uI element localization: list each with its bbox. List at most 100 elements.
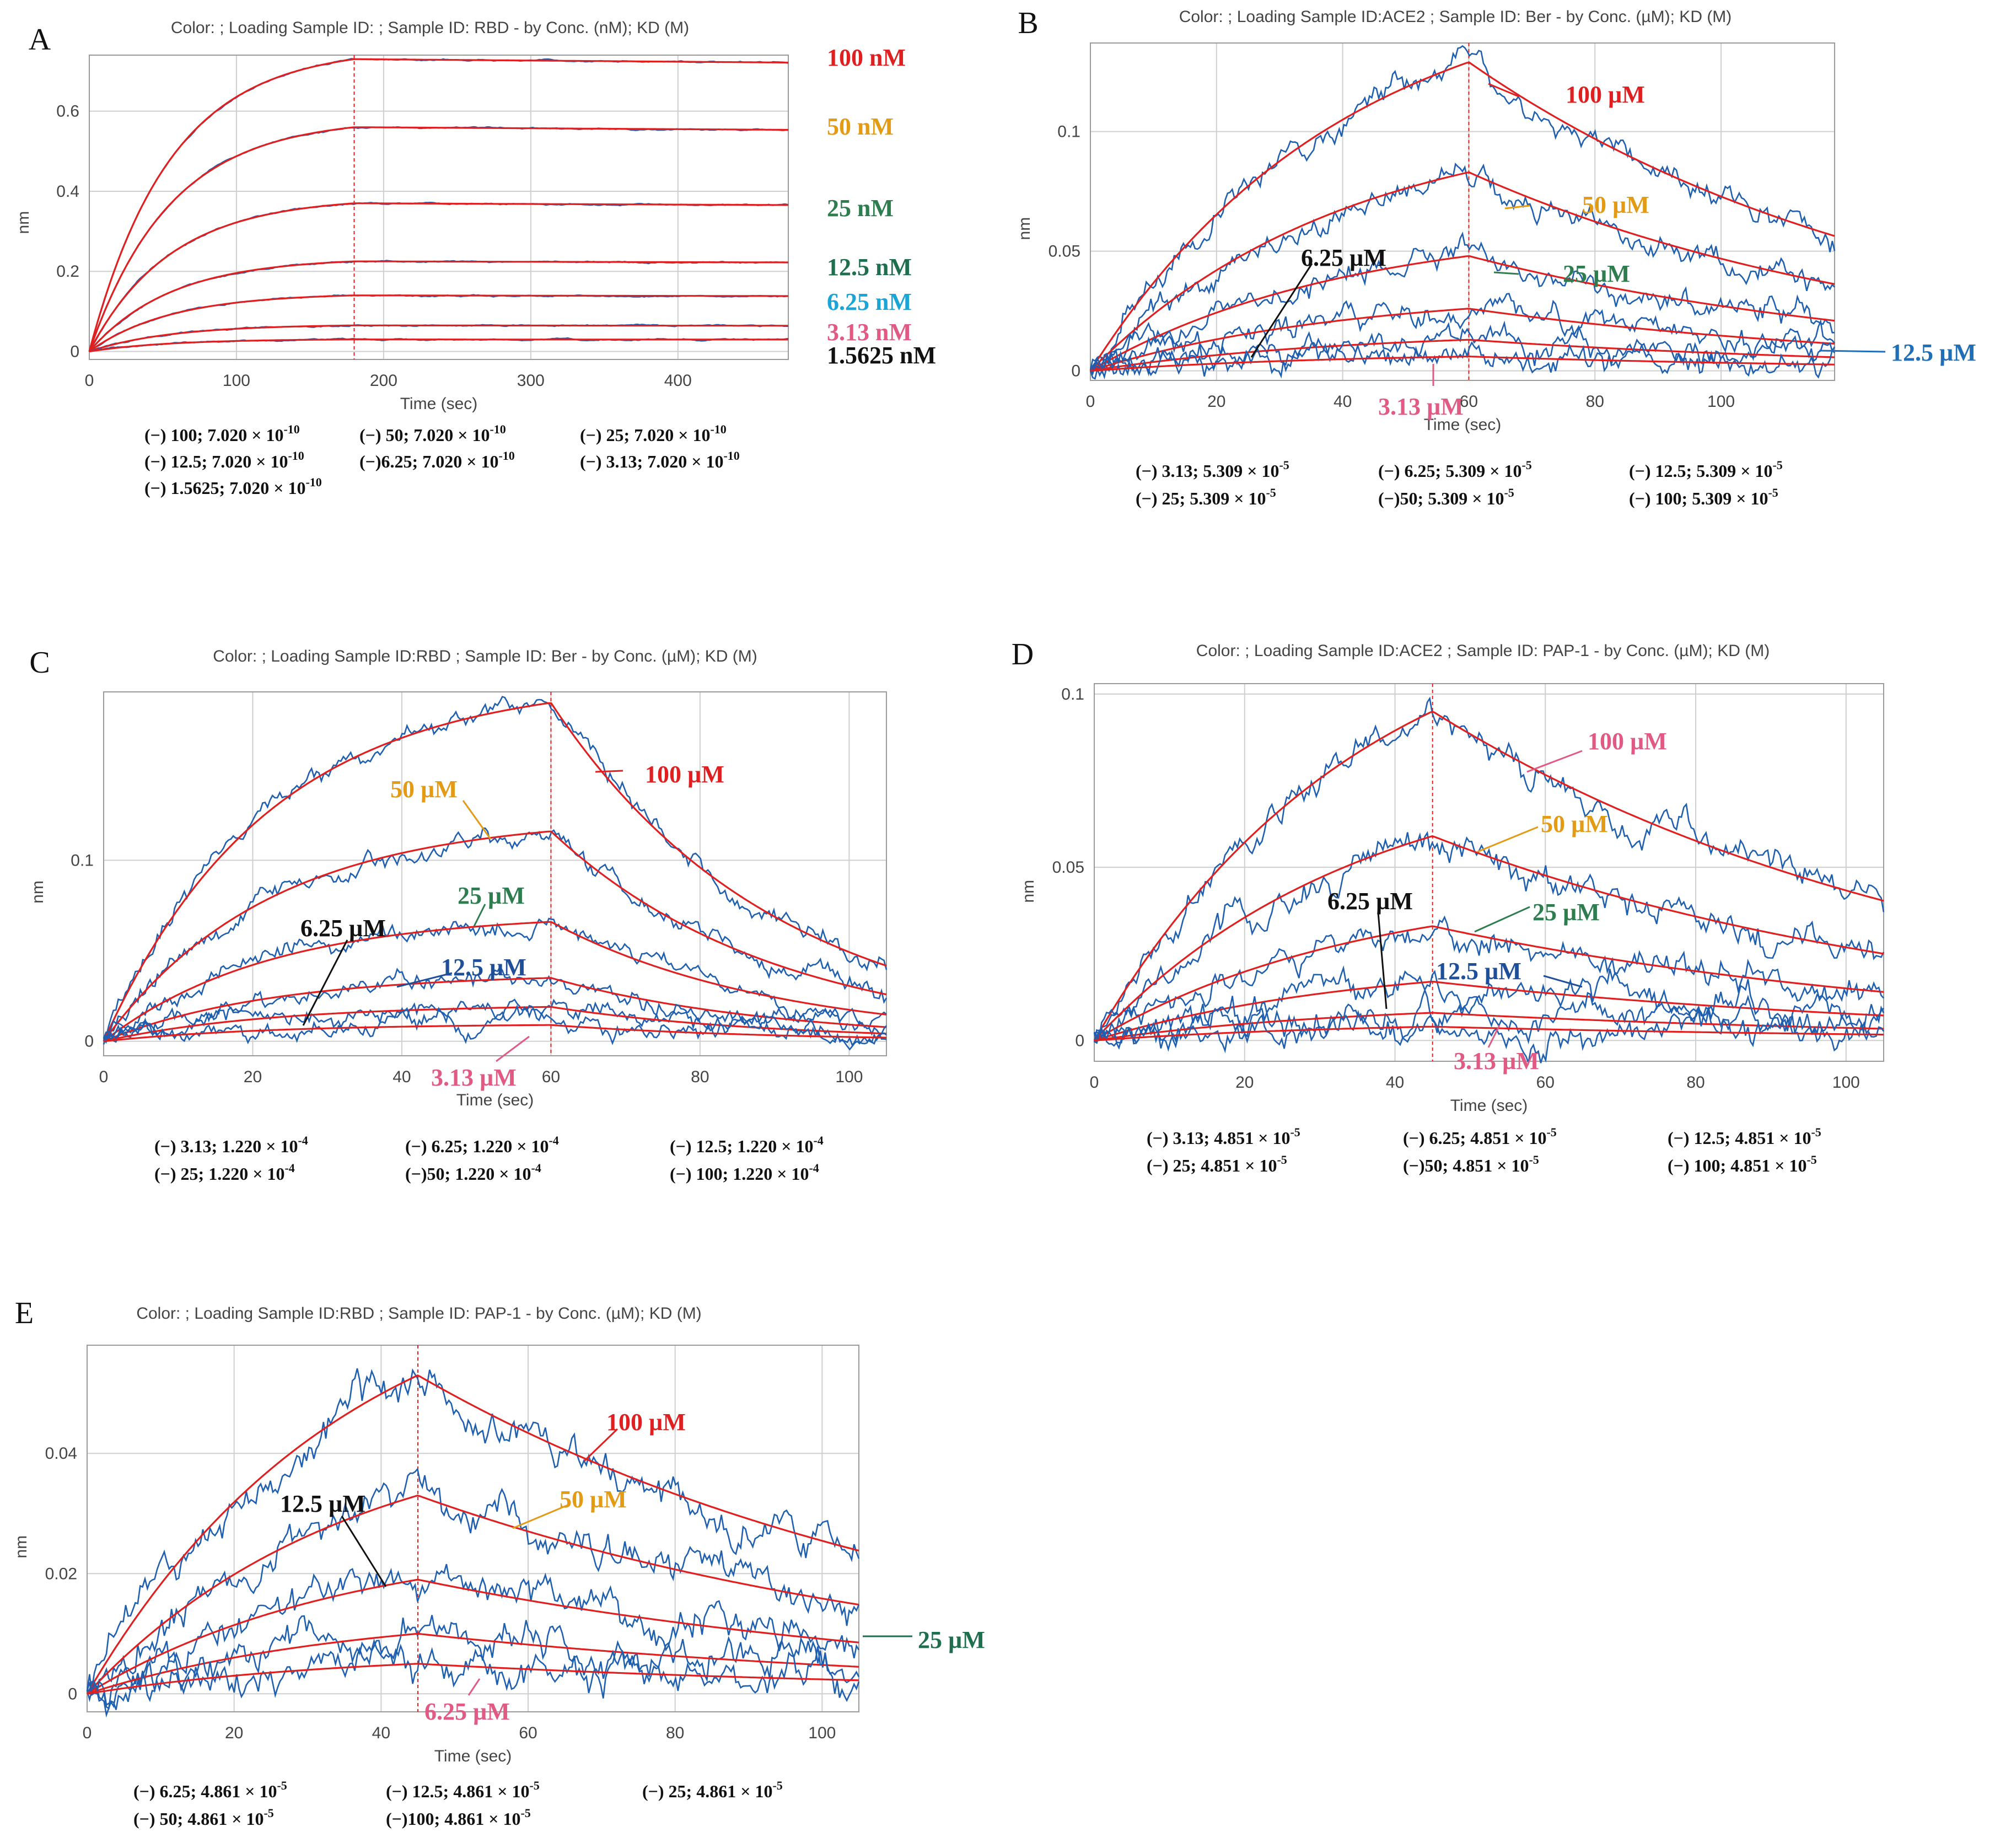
x-tick-label: 40 (1386, 1073, 1404, 1092)
kd-exponent: -4 (531, 1161, 541, 1175)
x-axis-label: Time (sec) (400, 395, 478, 413)
kd-entry: (−)100; 4.861 × 10-5 (386, 1806, 531, 1829)
concentration-label: 50 µM (1582, 191, 1649, 218)
kd-entry-text: (−) 1.5625; 7.020 × 10 (144, 478, 305, 498)
fit-curve (87, 1578, 859, 1695)
kd-entry: (−) 25; 4.851 × 10-5 (1147, 1153, 1287, 1175)
chart-title: Color: ; Loading Sample ID: ; Sample ID:… (171, 19, 689, 37)
x-tick-label: 400 (664, 372, 692, 390)
kd-exponent: -4 (813, 1133, 823, 1147)
y-tick-label: 0.04 (45, 1444, 77, 1463)
kd-entry: (−) 6.25; 5.309 × 10-5 (1378, 458, 1532, 481)
kd-entry-text: (−) 3.13; 7.020 × 10 (580, 452, 723, 471)
kd-entry-text: (−)50; 1.220 × 10 (405, 1164, 531, 1184)
y-tick-label: 0 (1075, 1032, 1084, 1050)
label-leader-line (583, 1428, 619, 1462)
x-tick-label: 20 (225, 1724, 243, 1742)
fit-curve (103, 1006, 887, 1043)
concentration-label: 100 µM (1566, 81, 1645, 108)
fit-curve (1090, 308, 1835, 372)
kd-entry-text: (−) 6.25; 4.861 × 10 (133, 1781, 277, 1801)
kd-entry-text: (−) 3.13; 4.851 × 10 (1147, 1128, 1290, 1148)
raw-trace (1093, 988, 1884, 1052)
kd-entry: (−) 3.13; 1.220 × 10-4 (154, 1133, 308, 1156)
x-axis-label: Time (sec) (1450, 1097, 1528, 1115)
y-tick-label: 0.1 (1061, 685, 1084, 703)
kd-entry: (−) 25; 1.220 × 10-4 (154, 1161, 295, 1184)
kd-entry: (−) 3.13; 7.020 × 10-10 (580, 449, 740, 471)
concentration-label: 25 µM (918, 1626, 985, 1653)
raw-trace (86, 1467, 860, 1702)
x-tick-label: 80 (691, 1068, 709, 1086)
fit-curve (86, 1495, 859, 1695)
concentration-label: 100 µM (1588, 728, 1667, 755)
kd-entry: (−)50; 4.851 × 10-5 (1403, 1153, 1539, 1175)
x-tick-label: 40 (1334, 393, 1352, 411)
y-tick-label: 0.1 (71, 851, 94, 869)
concentration-label: 50 µM (1541, 810, 1608, 837)
y-tick-label: 0 (70, 342, 79, 361)
raw-trace (103, 965, 887, 1044)
label-leader-line (1493, 271, 1519, 275)
x-tick-label: 100 (1832, 1073, 1860, 1092)
raw-trace (89, 323, 788, 352)
concentration-label: 6.25 nM (827, 288, 912, 315)
kd-entry-text: (−) 6.25; 4.851 × 10 (1403, 1128, 1546, 1148)
concentration-label: 12.5 µM (280, 1490, 365, 1517)
fit-curve (89, 294, 788, 352)
concentration-label: 6.25 µM (424, 1698, 510, 1725)
raw-trace (103, 917, 887, 1039)
fit-curve (88, 58, 788, 352)
fit-curve (88, 260, 788, 352)
label-leader-line (1543, 975, 1583, 988)
fit-curve (1090, 255, 1835, 372)
panel-a: A Color: ; Loading Sample ID: ; Sample ID… (14, 19, 936, 498)
x-tick-label: 60 (1536, 1073, 1555, 1092)
kd-entry: (−) 3.13; 5.309 × 10-5 (1136, 458, 1289, 481)
x-tick-label: 40 (392, 1068, 411, 1086)
kd-exponent: -4 (809, 1161, 819, 1175)
fit-curve (103, 702, 887, 1042)
raw-trace (103, 828, 888, 1039)
plot-frame (87, 1345, 859, 1712)
x-tick-label: 100 (223, 372, 250, 390)
y-axis-label: nm (29, 880, 47, 904)
concentration-label: 3.13 µM (1454, 1047, 1539, 1075)
kd-exponent: -5 (1266, 486, 1276, 499)
label-leader-line (1474, 906, 1530, 933)
kd-exponent: -5 (1290, 1125, 1300, 1139)
y-tick-label: 0.02 (45, 1565, 77, 1583)
x-tick-label: 100 (835, 1068, 863, 1086)
kd-entry: (−) 12.5; 7.020 × 10-10 (144, 449, 304, 471)
panel-letter: D (1012, 637, 1034, 671)
kd-exponent: -10 (723, 449, 739, 463)
raw-trace (1094, 696, 1885, 1044)
y-tick-label: 0.2 (56, 262, 79, 281)
label-leader-line (396, 972, 453, 988)
label-leader-line (1504, 205, 1530, 209)
kd-exponent: -5 (277, 1779, 287, 1792)
label-leader-line (1477, 826, 1539, 853)
kd-entry-text: (−) 12.5; 5.309 × 10 (1629, 461, 1772, 481)
label-leader-line (496, 1035, 530, 1062)
y-tick-label: 0.05 (1048, 243, 1080, 261)
concentration-label: 50 µM (390, 776, 458, 803)
panel-letter: C (29, 646, 50, 680)
chart-title: Color: ; Loading Sample ID:ACE2 ; Sample… (1196, 642, 1770, 660)
y-tick-label: 0.05 (1052, 858, 1084, 877)
x-tick-label: 60 (519, 1724, 537, 1742)
y-axis-label: nm (12, 1535, 30, 1559)
concentration-label: 25 nM (827, 195, 894, 222)
kd-exponent: -4 (549, 1133, 558, 1147)
fit-curve (103, 977, 887, 1043)
y-axis-label: nm (1015, 217, 1034, 240)
kd-entry: (−) 1.5625; 7.020 × 10-10 (144, 475, 322, 498)
kd-entry-text: (−) 25; 4.861 × 10 (642, 1781, 772, 1801)
y-tick-label: 0 (68, 1685, 77, 1703)
x-tick-label: 20 (1207, 393, 1225, 411)
x-tick-label: 80 (666, 1724, 684, 1742)
fit-curve (103, 830, 887, 1042)
kd-entry: (−)6.25; 7.020 × 10-10 (359, 449, 515, 471)
panel-letter: E (15, 1296, 34, 1330)
